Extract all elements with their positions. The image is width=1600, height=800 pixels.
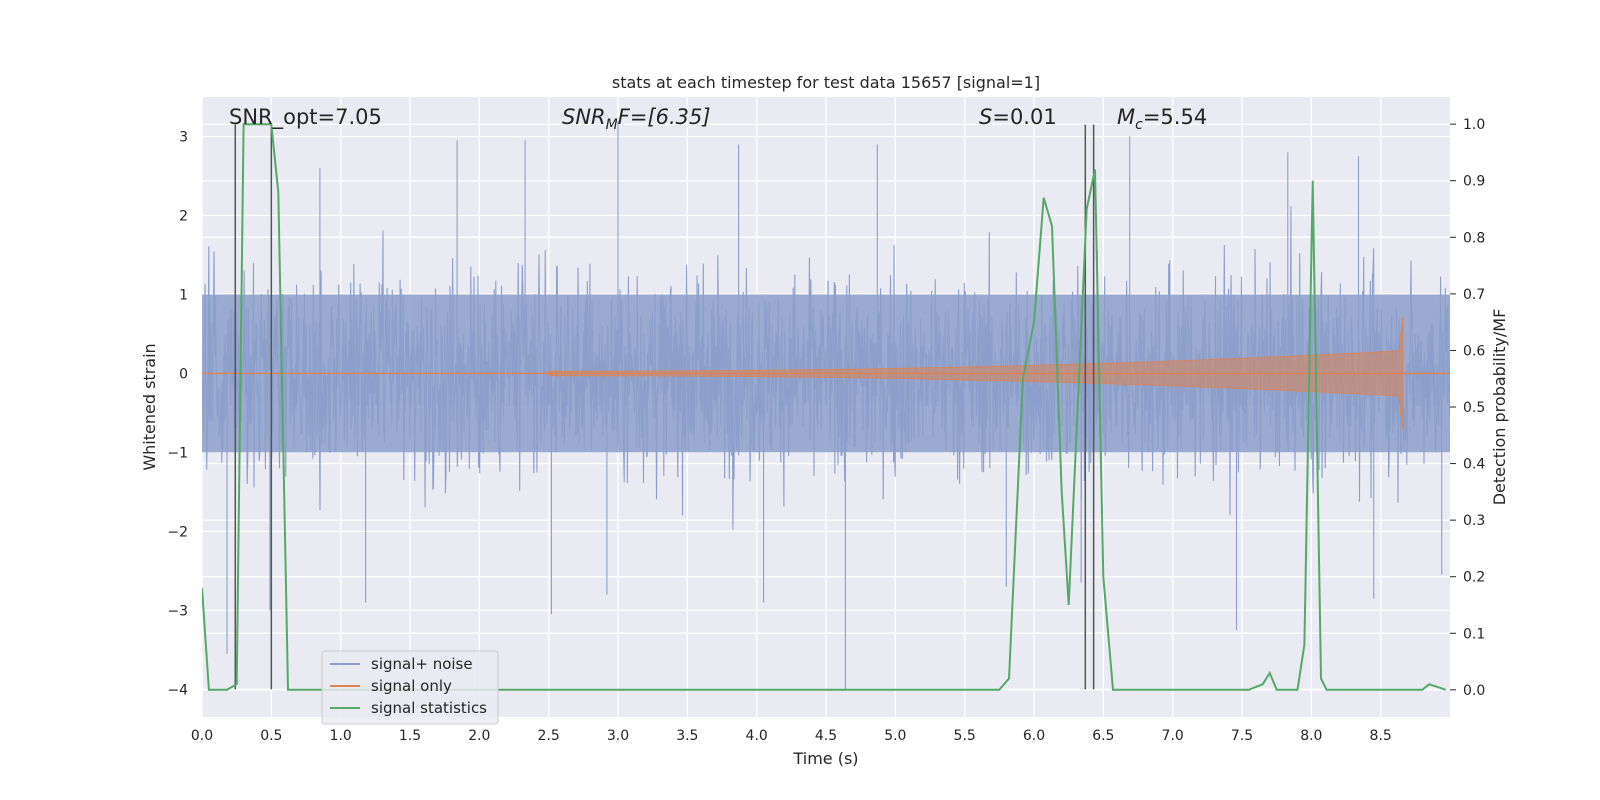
x-tick-label: 8.0: [1300, 728, 1322, 744]
plot-area: [202, 120, 1450, 691]
y-tick-label: 1: [179, 287, 188, 303]
right-tick-label: 0.8: [1463, 230, 1485, 246]
x-tick-label: 7.5: [1231, 728, 1253, 744]
legend: signal+ noise signal only signal statist…: [321, 650, 499, 725]
right-tick-label: 0.3: [1463, 513, 1485, 529]
x-tick-label: 2.5: [538, 728, 560, 744]
legend-label-signal: signal only: [371, 677, 452, 695]
stats-series: [202, 123, 1447, 691]
right-tick-label: 0.4: [1463, 457, 1485, 473]
x-axis-ticks: 0.0 0.5 1.0 1.5 2.0 2.5 3.0 3.5 4.0 4.5 5.0 5.5 6.0 6…: [191, 728, 1392, 744]
x-tick-label: 6.0: [1023, 728, 1045, 744]
snr-mf-prefix: SNR: [562, 105, 606, 129]
y-tick-label: −2: [167, 524, 188, 540]
right-tick-label: 1.0: [1463, 117, 1485, 133]
s-value: =0.01: [992, 105, 1056, 129]
mc-subscript: c: [1135, 117, 1143, 133]
y-tick-label: −4: [167, 682, 188, 698]
x-tick-label: 1.0: [330, 728, 352, 744]
s-annotation: S=0.01: [979, 105, 1057, 129]
y-axis-ticks: 3 2 1 0 −1 −2 −3 −4: [167, 129, 188, 698]
noise-line: [202, 120, 1450, 690]
x-tick-label: 0.5: [260, 728, 282, 744]
y-tick-label: 2: [179, 208, 188, 224]
signal-series: [202, 316, 1450, 431]
right-tick-label: 0.5: [1463, 400, 1485, 416]
snr-mf-subscript: M: [606, 117, 618, 133]
x-tick-label: 5.5: [954, 728, 976, 744]
right-tick-label: 0.2: [1463, 570, 1485, 586]
y-tick-label: 3: [179, 129, 188, 145]
right-tick-label: 0.9: [1463, 174, 1485, 190]
x-tick-label: 4.5: [815, 728, 837, 744]
x-tick-label: 0.0: [191, 728, 213, 744]
x-tick-label: 3.0: [607, 728, 629, 744]
mc-value: =5.54: [1143, 105, 1207, 129]
x-tick-label: 8.5: [1370, 728, 1392, 744]
x-tick-label: 4.0: [746, 728, 768, 744]
legend-box: [321, 650, 499, 725]
snr-mf-annotation: SNRMF=[6.35]: [562, 105, 711, 133]
x-axis-label: Time (s): [792, 749, 858, 768]
right-tick-label: 0.7: [1463, 287, 1485, 303]
right-axis-label: Detection probability/MF: [1490, 309, 1509, 506]
right-tick-label: 0.1: [1463, 626, 1485, 642]
right-axis-ticks: 1.0 0.9 0.8 0.7 0.6 0.5 0.4 0.3 0.2 0.1 0.0: [1450, 117, 1485, 699]
mc-variable: M: [1117, 105, 1135, 129]
chart-title: stats at each timestep for test data 156…: [612, 73, 1040, 92]
x-tick-label: 5.0: [884, 728, 906, 744]
right-tick-label: 0.6: [1463, 343, 1485, 359]
y-tick-label: −3: [167, 603, 188, 619]
y-tick-label: 0: [179, 366, 188, 382]
s-variable: S: [979, 105, 992, 129]
x-tick-label: 2.0: [468, 728, 490, 744]
signal-chirp: [548, 316, 1404, 431]
right-tick-label: 0.0: [1463, 683, 1485, 699]
snr-opt-annotation: SNR_opt=7.05: [229, 105, 382, 130]
legend-label-stats: signal statistics: [371, 699, 487, 717]
x-tick-label: 7.0: [1162, 728, 1184, 744]
y-axis-label: Whitened strain: [140, 343, 159, 470]
x-tick-label: 6.5: [1092, 728, 1114, 744]
x-tick-label: 1.5: [399, 728, 421, 744]
y-tick-label: −1: [167, 445, 188, 461]
stats-line: [202, 123, 1447, 691]
legend-label-noise: signal+ noise: [371, 655, 473, 673]
snr-mf-suffix: F=[6.35]: [618, 105, 711, 129]
x-tick-label: 3.5: [676, 728, 698, 744]
mc-annotation: Mc=5.54: [1117, 105, 1207, 133]
